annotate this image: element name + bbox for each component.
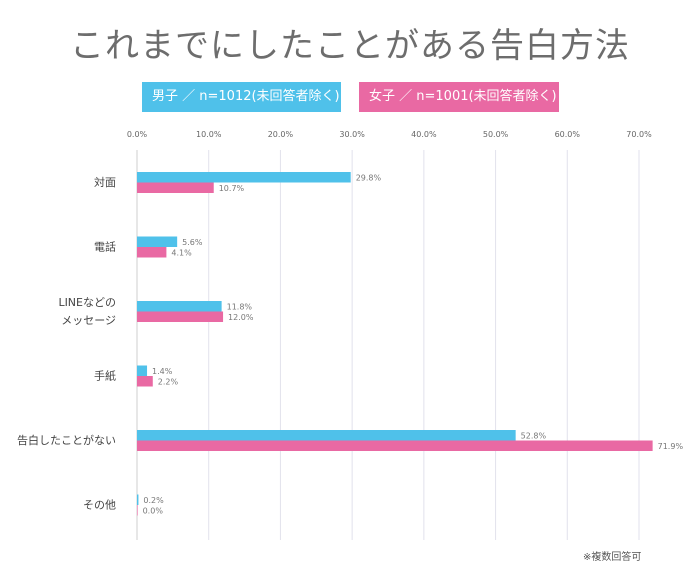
data-label: 5.6% bbox=[182, 238, 203, 247]
x-tick-label: 70.0% bbox=[626, 130, 652, 139]
legend-female: 女子 ／ n=1001(未回答者除く) bbox=[359, 82, 559, 112]
bar bbox=[137, 247, 167, 258]
bar bbox=[137, 182, 214, 193]
chart-title: これまでにしたことがある告白方法 bbox=[70, 26, 630, 66]
data-label: 4.1% bbox=[171, 248, 192, 257]
category-label: LINEなどの bbox=[58, 296, 116, 309]
bar bbox=[137, 430, 516, 441]
data-label: 11.8% bbox=[227, 302, 253, 311]
category-label: メッセージ bbox=[61, 314, 116, 327]
data-label: 2.2% bbox=[158, 377, 179, 386]
bar bbox=[137, 172, 351, 183]
x-tick-label: 60.0% bbox=[555, 130, 581, 139]
data-label: 0.2% bbox=[143, 496, 164, 505]
data-label: 71.9% bbox=[658, 442, 684, 451]
x-tick-label: 50.0% bbox=[483, 130, 509, 139]
x-tick-label: 0.0% bbox=[127, 130, 148, 139]
footnote: ※複数回答可 bbox=[583, 552, 642, 563]
data-label: 52.8% bbox=[521, 431, 547, 440]
data-label: 1.4% bbox=[152, 367, 173, 376]
category-label: 対面 bbox=[94, 175, 116, 189]
bar bbox=[137, 301, 222, 312]
bar bbox=[137, 376, 153, 387]
category-label: 電話 bbox=[94, 240, 116, 254]
bar bbox=[137, 236, 178, 247]
data-label: 29.8% bbox=[356, 173, 382, 182]
x-tick-label: 40.0% bbox=[411, 130, 437, 139]
category-label: 告白したことがない bbox=[17, 433, 116, 447]
legend-male: 男子 ／ n=1012(未回答者除く) bbox=[142, 82, 341, 112]
x-tick-label: 10.0% bbox=[196, 130, 222, 139]
bar bbox=[137, 311, 224, 322]
bar bbox=[137, 365, 148, 376]
bar bbox=[137, 494, 139, 505]
bar bbox=[137, 505, 138, 516]
category-label: 手紙 bbox=[94, 369, 116, 383]
x-tick-label: 20.0% bbox=[268, 130, 294, 139]
data-label: 12.0% bbox=[228, 313, 254, 322]
bar bbox=[137, 440, 653, 451]
x-tick-label: 30.0% bbox=[339, 130, 365, 139]
category-label: その他 bbox=[83, 499, 116, 512]
data-label: 0.0% bbox=[143, 506, 164, 515]
data-label: 10.7% bbox=[219, 184, 245, 193]
